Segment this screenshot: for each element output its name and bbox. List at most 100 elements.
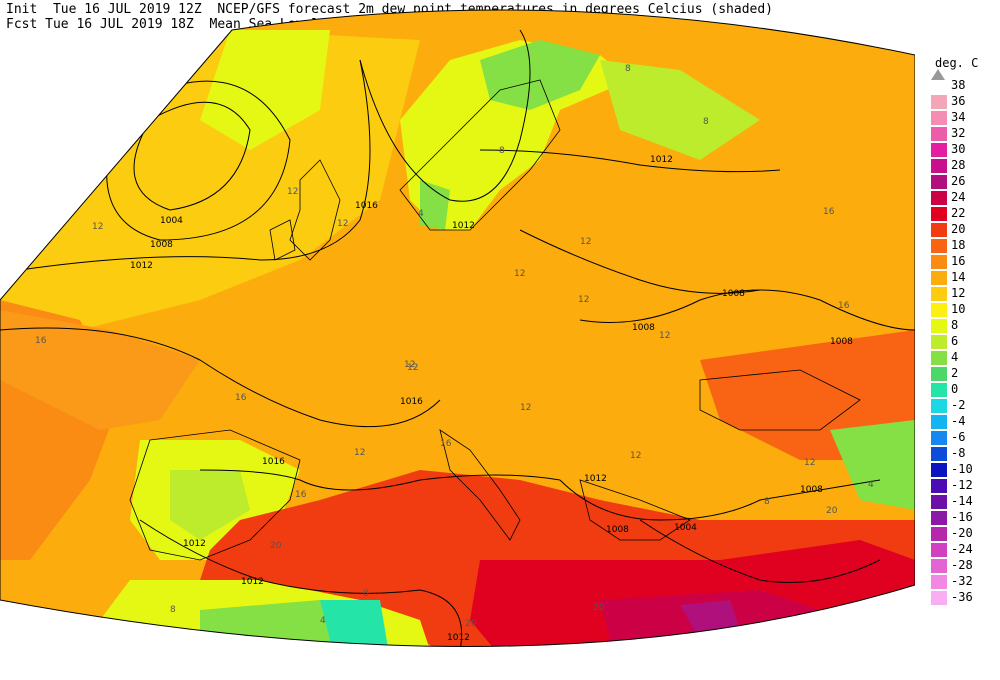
legend-label: -4 [951, 414, 966, 428]
legend-swatch [931, 447, 947, 461]
isobar-1016-scandinavia [359, 29, 531, 202]
isobar-low-center [133, 101, 251, 211]
dewpoint-label: 12 [404, 360, 415, 370]
dewpoint-label: 8 [499, 146, 505, 156]
isobar-label: 1008 [632, 323, 655, 333]
dewpoint-label: 16 [35, 336, 47, 346]
dewpoint-label: 16 [838, 301, 850, 311]
legend-swatch [931, 191, 947, 205]
dewpoint-label: 16 [440, 439, 452, 449]
dewpoint-label: 16 [295, 490, 307, 500]
dewpoint-label: 20 [270, 541, 282, 551]
legend-swatch [931, 511, 947, 525]
scandinavia-coast [399, 79, 561, 231]
dewpoint-label: 12 [407, 363, 418, 373]
legend-swatch [931, 239, 947, 253]
legend-swatch [931, 559, 947, 573]
dewpoint-label: 12 [354, 448, 365, 458]
legend-swatch [931, 207, 947, 221]
dewpoint-label: 8 [170, 605, 176, 615]
legend-swatch [931, 351, 947, 365]
legend-label: 24 [951, 190, 966, 204]
isobar-label: 1016 [355, 201, 378, 211]
legend-label: 14 [951, 270, 966, 284]
ireland-coast [269, 219, 296, 261]
legend-label: 12 [951, 286, 966, 300]
isobar-1008-central [519, 229, 761, 294]
legend-label: 16 [951, 254, 966, 268]
legend-swatch [931, 431, 947, 445]
isobar-1008-east [579, 289, 915, 331]
dewpoint-label: 16 [823, 207, 835, 217]
anatolia-dry-field [830, 420, 915, 510]
dewpoint-label: 12 [659, 331, 670, 341]
legend-swatch [931, 543, 947, 557]
legend-label: -14 [951, 494, 973, 508]
norway-south-field [420, 180, 450, 230]
dewpoint-label: 12 [580, 237, 591, 247]
legend-label: 36 [951, 94, 966, 108]
dewpoint-label: 12 [514, 269, 525, 279]
legend-swatch [931, 495, 947, 509]
isobar-label: 1008 [722, 289, 745, 299]
legend-swatch [931, 303, 947, 317]
isobar-label: 1008 [830, 337, 853, 347]
isobar-1012-russia [479, 149, 781, 173]
legend-label: -12 [951, 478, 973, 492]
dewpoint-map: 1004 1008 1012 1016 1012 1012 1008 1008 … [0, 9, 915, 647]
legend-swatch [931, 575, 947, 589]
legend-swatch [931, 111, 947, 125]
legend-label: 0 [951, 382, 959, 396]
legend-label: -32 [951, 574, 973, 588]
legend-label: 2 [951, 366, 959, 380]
map-border [0, 9, 915, 647]
dewpoint-label: 12 [287, 187, 298, 197]
legend-label: 38 [951, 78, 966, 92]
legend-swatch [931, 399, 947, 413]
central-iberia-field [170, 470, 250, 540]
legend-swatch [931, 223, 947, 237]
legend-swatch [931, 127, 947, 141]
dewpoint-label: 16 [235, 393, 247, 403]
isobar-1012-greece [559, 479, 881, 521]
legend-label: 32 [951, 126, 966, 140]
legend-title: deg. C [935, 56, 979, 70]
dewpoint-label: 8 [363, 589, 369, 599]
italy-coast [439, 429, 521, 541]
iberia-coast [129, 429, 301, 561]
dewpoint-labels: 12 12 12 16 16 16 16 12 12 8 4 8 8 20 20… [35, 64, 874, 629]
legend-swatch [931, 271, 947, 285]
isobar-labels: 1004 1008 1012 1016 1012 1012 1008 1008 … [130, 155, 853, 643]
legend-label: 8 [951, 318, 959, 332]
dewpoint-label: 12 [804, 458, 815, 468]
legend-label: -8 [951, 446, 966, 460]
dewpoint-label: 8 [764, 497, 770, 507]
legend-label: -16 [951, 510, 973, 524]
isobar-label: 1012 [447, 633, 470, 643]
legend-label: 4 [951, 350, 959, 364]
legend-swatch [931, 415, 947, 429]
dewpoint-label: 12 [630, 451, 641, 461]
legend-swatch [931, 527, 947, 541]
isobar-label: 1012 [183, 539, 206, 549]
legend-label: 22 [951, 206, 966, 220]
dewpoint-label: 4 [320, 616, 326, 626]
isobar-label: 1012 [452, 221, 475, 231]
karelia-field [600, 60, 760, 160]
isobar-label: 1012 [584, 474, 607, 484]
sahara-dry-field [320, 600, 390, 647]
isobar-label: 1012 [650, 155, 673, 165]
isobar-label: 1008 [150, 240, 173, 250]
biscay-field [0, 310, 200, 430]
legend-label: 10 [951, 302, 966, 316]
legend-label: -24 [951, 542, 973, 556]
deep-dew-core [680, 600, 740, 640]
algeria-field [200, 600, 340, 647]
legend-label: -20 [951, 526, 973, 540]
isobar-label: 1008 [606, 525, 629, 535]
north-atlantic-moist [200, 30, 330, 150]
northern-scandinavia-field [480, 40, 600, 110]
legend-label: 20 [951, 222, 966, 236]
legend-swatch [931, 335, 947, 349]
legend-swatch [931, 383, 947, 397]
